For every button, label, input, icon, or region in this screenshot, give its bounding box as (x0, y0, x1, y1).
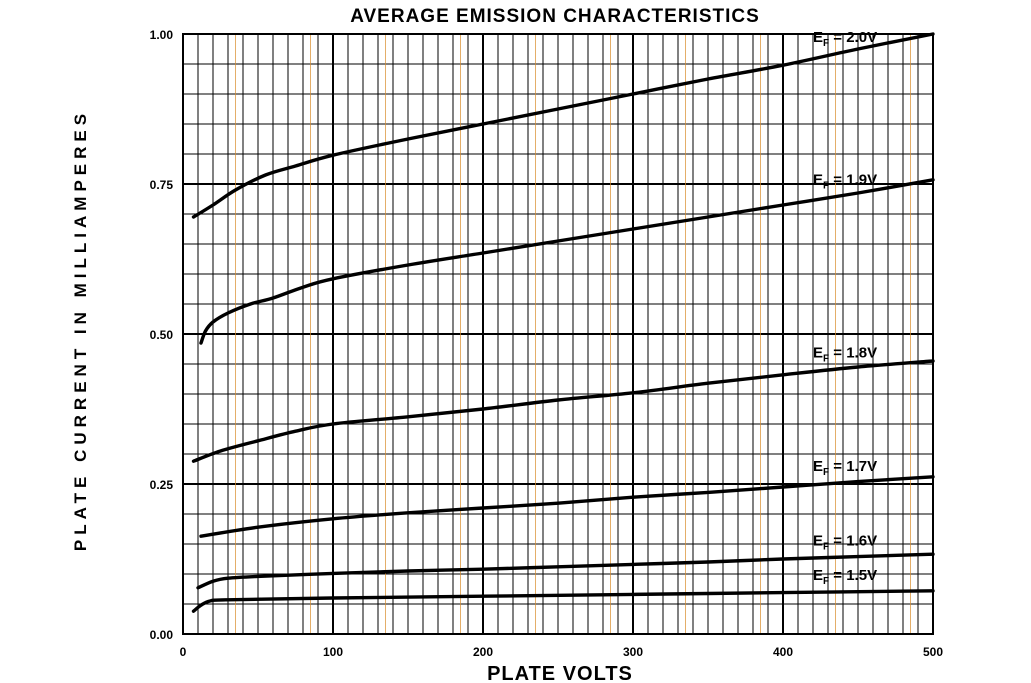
y-tick-label: 0.75 (150, 178, 174, 192)
series-labels: EF = 2.0V EF = 1.9V EF = 1.8V EF = 1.7V EF =… (813, 29, 877, 587)
series-label: EF = 1.8V (813, 344, 877, 364)
series-line (199, 475, 935, 538)
y-axis-label: PLATE CURRENT IN MILLIAMPERES (71, 109, 90, 551)
x-tick-label: 200 (473, 645, 493, 659)
chart-title: AVERAGE EMISSION CHARACTERISTICS (350, 6, 760, 27)
series-label: EF = 1.9V (813, 172, 877, 192)
series-line (196, 552, 935, 590)
x-tick-label: 500 (923, 645, 943, 659)
series-line (191, 32, 935, 219)
plot-grid (182, 33, 934, 635)
series-label: EF = 2.0V (813, 29, 877, 49)
axis-ticks: 0 100 200 300 400 500 0.00 0.25 0.50 0.75 1.00 (150, 28, 944, 659)
y-tick-label: 0.50 (150, 328, 174, 342)
x-tick-label: 300 (623, 645, 643, 659)
y-tick-label: 0.25 (150, 478, 174, 492)
series-label: EF = 1.7V (813, 458, 877, 478)
plot-frame (182, 33, 934, 635)
x-tick-label: 0 (180, 645, 187, 659)
x-tick-label: 100 (323, 645, 343, 659)
series-label: EF = 1.5V (813, 567, 877, 587)
series-label: EF = 1.6V (813, 532, 877, 552)
series-line (191, 359, 935, 463)
y-tick-label: 0.00 (150, 628, 174, 642)
curves (191, 32, 935, 613)
series-line (199, 178, 935, 345)
y-tick-label: 1.00 (150, 28, 174, 42)
series-line (191, 589, 935, 613)
x-axis-label: PLATE VOLTS (487, 663, 633, 683)
x-tick-label: 400 (773, 645, 793, 659)
